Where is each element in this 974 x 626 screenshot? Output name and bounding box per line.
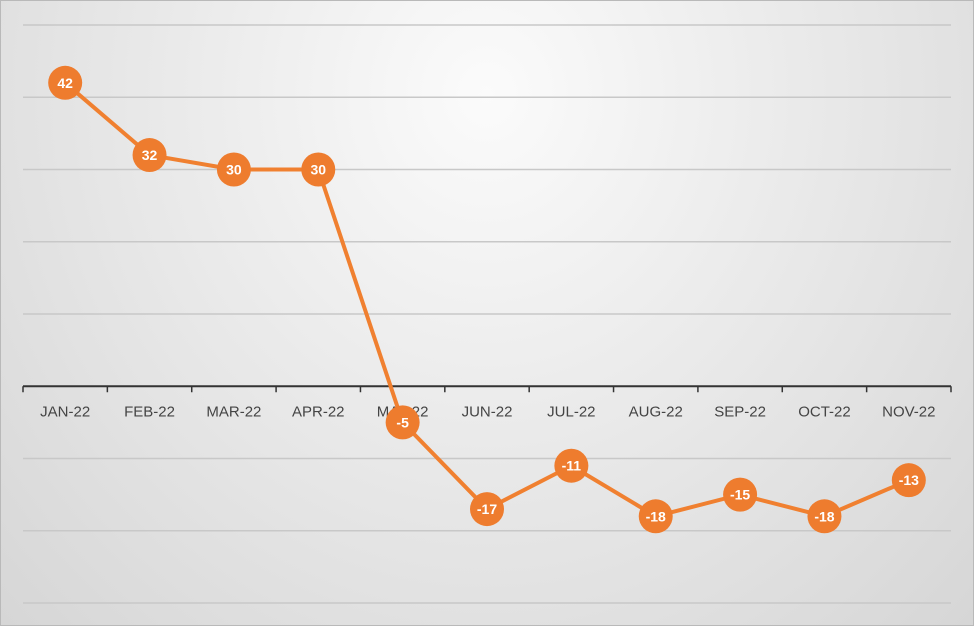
data-label: 42 xyxy=(57,75,73,91)
data-label: -15 xyxy=(730,487,750,503)
gridlines xyxy=(23,24,951,604)
data-label: -18 xyxy=(646,508,666,524)
data-point-marker xyxy=(132,138,167,173)
x-tick-label: JAN-22 xyxy=(40,403,90,420)
x-tick-label: SEP-22 xyxy=(714,403,766,420)
x-tick-label: NOV-22 xyxy=(882,403,935,420)
data-point-marker xyxy=(554,448,589,483)
data-point-marker xyxy=(891,463,926,498)
data-label: -17 xyxy=(477,501,497,517)
data-point: -11 xyxy=(554,448,589,483)
data-point-marker xyxy=(216,152,251,187)
x-tick-label: MAR-22 xyxy=(206,403,261,420)
data-point: -17 xyxy=(470,492,504,527)
data-label: 30 xyxy=(226,162,242,178)
data-point-marker xyxy=(470,492,504,527)
data-markers: 42 32 30 30 -5 -17 -11 -18 -15 -18 -13 xyxy=(48,65,926,534)
data-point: -13 xyxy=(891,463,926,498)
data-label: 30 xyxy=(310,162,326,178)
data-point: -15 xyxy=(723,477,758,512)
x-tick-label: APR-22 xyxy=(292,403,345,420)
x-tick-label: OCT-22 xyxy=(798,403,851,420)
series-line xyxy=(63,81,910,519)
x-axis: JAN-22FEB-22MAR-22APR-22MAY-22JUN-22JUL-… xyxy=(22,385,952,420)
data-point-marker xyxy=(385,405,420,440)
data-point: 30 xyxy=(216,152,251,187)
data-label: -5 xyxy=(396,414,409,430)
data-point-marker xyxy=(301,152,336,187)
data-point-marker xyxy=(723,477,758,512)
data-point: -5 xyxy=(385,405,420,440)
x-tick-label: JUL-22 xyxy=(547,403,595,420)
data-point-marker xyxy=(48,65,83,100)
data-point-marker xyxy=(638,499,673,534)
data-point: 30 xyxy=(301,152,336,187)
data-label: -11 xyxy=(562,458,582,474)
data-point: -18 xyxy=(807,499,842,534)
data-label: -18 xyxy=(814,508,834,524)
series-polyline xyxy=(63,81,910,519)
x-tick-label: JUN-22 xyxy=(462,403,513,420)
data-point: 32 xyxy=(132,138,167,173)
x-tick-label: FEB-22 xyxy=(124,403,175,420)
data-point-marker xyxy=(807,499,842,534)
data-label: 32 xyxy=(142,147,158,163)
data-point: 42 xyxy=(48,65,83,100)
data-point: -18 xyxy=(638,499,673,534)
data-label: -13 xyxy=(899,472,919,488)
x-tick-label: AUG-22 xyxy=(629,403,683,420)
